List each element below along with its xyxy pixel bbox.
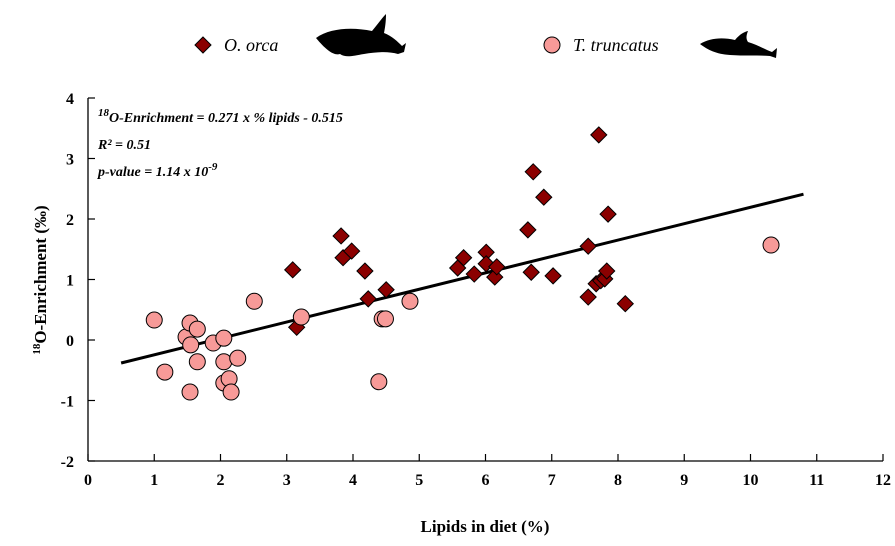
y-tick-label: 2 [66,212,74,229]
circle-point [181,383,199,401]
circle-point [370,373,388,391]
diamond-point [616,294,634,313]
diamond-point [477,255,495,273]
superscript: 18 [98,107,110,119]
diamond-point [535,188,553,206]
annotation: R² = 0.51 [97,138,151,153]
diamond-point [284,261,302,279]
annotation: p-value = 1.14 x 10-9 [97,161,218,180]
circle-point [145,311,163,329]
legend-label: T. truncatus [573,35,659,55]
text-part: R² = 0.51 [97,138,151,153]
annotation: 18O-Enrichment = 0.271 x % lipids - 0.51… [98,107,343,126]
diamond-point [524,163,542,181]
text-part: p-value = 1.14 x 10 [97,165,208,180]
diamond-point [454,249,473,267]
superscript: -9 [208,161,218,173]
circle-point [401,292,419,310]
circle-point [222,383,240,401]
dolphin-silhouette [700,31,777,58]
x-tick-label: 2 [217,472,225,489]
circle-point [376,310,394,328]
diamond-point [488,258,506,276]
diamond-point [590,126,608,144]
circle-point [762,236,780,254]
x-axis-label: Lipids in diet (%) [421,517,550,536]
y-tick-label: -1 [61,394,74,411]
diamond-point [599,205,617,223]
circle-point [188,353,206,371]
x-tick-label: 5 [415,472,423,489]
text-part: O-Enrichment (‰) [31,205,50,343]
x-tick-label: 6 [482,472,490,489]
text-part: O-Enrichment = 0.271 x % lipids - 0.515 [109,111,343,126]
diamond-point [359,290,377,308]
superscript: 18 [31,343,43,355]
diamond-point [356,262,374,280]
x-tick-label: 4 [349,472,357,489]
circle-point [215,329,233,347]
diamond-point [342,242,361,260]
diamond-point [598,262,616,280]
x-tick-label: 8 [614,472,622,489]
orca-silhouette [316,14,406,57]
circle-point [156,363,174,381]
x-tick-label: 10 [743,472,759,489]
legend-marker [543,36,561,54]
x-tick-label: 12 [875,472,891,489]
x-tick-label: 7 [548,472,556,489]
x-tick-label: 9 [680,472,688,489]
diamond-point [465,265,483,283]
diamond-point [579,237,597,255]
y-tick-label: 1 [66,273,74,290]
circle-point [245,292,263,310]
legend-label: O. orca [224,35,278,55]
diamond-point [519,221,537,239]
y-tick-label: 4 [66,91,74,108]
circle-point [229,349,247,367]
circle-point [182,336,200,354]
circle-point [188,320,206,338]
diamond-point [332,227,350,245]
y-tick-label: 3 [66,152,74,169]
circle-point [215,353,233,371]
x-tick-label: 1 [150,472,158,489]
diamond-point [579,288,597,306]
trendline [120,192,804,365]
circle-point [292,308,310,326]
x-tick-label: 11 [809,472,824,489]
legend-marker [194,36,212,54]
y-tick-label: -2 [61,454,74,471]
y-axis-label: 18O-Enrichment (‰) [31,205,50,354]
diamond-point [377,281,395,299]
x-tick-label: 3 [283,472,291,489]
x-tick-label: 0 [84,472,92,489]
diamond-point [522,263,540,281]
legend: O. orca T. truncatus [194,14,777,58]
axes [87,98,883,462]
diamond-point [544,267,562,285]
y-tick-label: 0 [66,333,74,350]
